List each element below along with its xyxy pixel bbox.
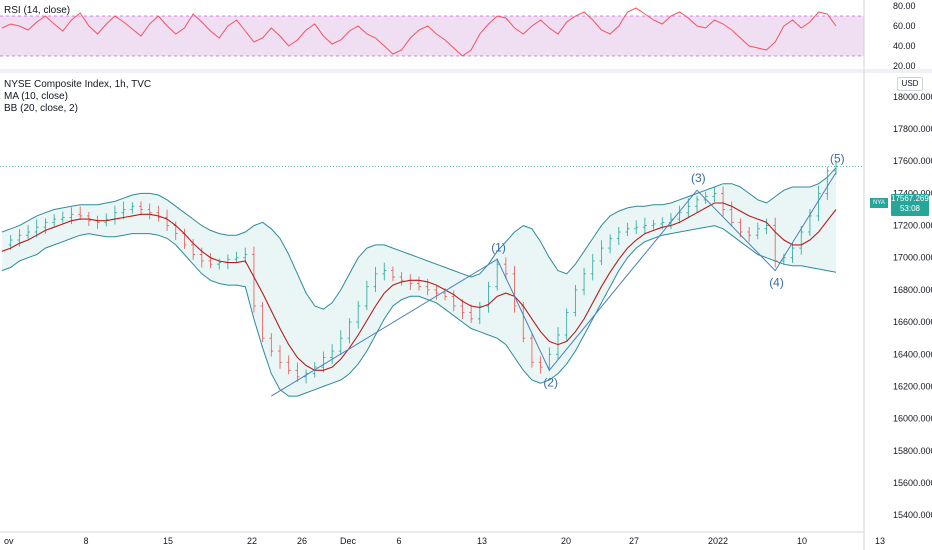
wave-label: (2) [543, 375, 558, 389]
ma-line [1, 202, 837, 371]
rsi-tick-label: 40.00 [893, 41, 916, 51]
bb-upper-line [1, 167, 837, 310]
rsi-tick-label: 20.00 [893, 61, 916, 71]
price-tick-label: 16200.0000 [893, 381, 932, 391]
price-tick-label: 15400.0000 [893, 510, 932, 520]
time-tick-label: 13 [477, 536, 487, 546]
rsi-tick-label: 60.00 [893, 21, 916, 31]
price-tick-label: 17200.0000 [893, 221, 932, 231]
price-tick-label: 17800.0000 [893, 124, 932, 134]
price-tick-label: 18000.0000 [893, 92, 932, 102]
price-tick-label: 16600.0000 [893, 317, 932, 327]
bb-label: BB (20, close, 2) [4, 103, 78, 114]
chart-title: NYSE Composite Index, 1h, TVC [4, 79, 152, 90]
time-tick-label: 22 [247, 536, 257, 546]
time-tick-label: 13 [875, 536, 885, 546]
price-tick-label: 16000.0000 [893, 414, 932, 424]
time-tick-label: 8 [83, 536, 88, 546]
time-tick-label: 2022 [708, 536, 728, 546]
rsi-line [1, 7, 837, 57]
rsi-tick-label: 80.00 [893, 1, 916, 11]
wave-label: (5) [830, 151, 845, 165]
price-tick-label: 17600.0000 [893, 156, 932, 166]
time-tick-label: 15 [163, 536, 173, 546]
time-tick-label: 26 [297, 536, 307, 546]
price-tick-label: 16800.0000 [893, 285, 932, 295]
time-tick-label: 20 [561, 536, 571, 546]
price-tick-label: 15600.0000 [893, 478, 932, 488]
price-tick-label: 17000.0000 [893, 253, 932, 263]
wave-label: (4) [769, 276, 784, 290]
rsi-label: RSI (14, close) [4, 5, 71, 16]
wave-label: (1) [491, 240, 506, 254]
last-price-tag: 17567.2692 53:08 [891, 194, 932, 216]
currency-button[interactable]: USD [897, 77, 923, 91]
wave-label: (3) [691, 171, 706, 185]
price-tick-label: 16400.0000 [893, 349, 932, 359]
time-tick-label: 10 [797, 536, 807, 546]
time-tick-label: ov [4, 536, 14, 546]
elliott-wave-line [271, 172, 837, 397]
bb-lower-line [1, 225, 837, 397]
rsi-band [0, 16, 864, 56]
price-tick-label: 15800.0000 [893, 446, 932, 456]
price-tick-label: 17400.0000 [893, 188, 932, 198]
time-tick-label: 27 [629, 536, 639, 546]
time-tick-label: Dec [340, 536, 357, 546]
time-tick-label: 6 [396, 536, 401, 546]
bar-countdown: 53:08 [899, 204, 921, 213]
symbol-tag: NYA [870, 198, 888, 208]
ma-label: MA (10, close) [4, 91, 68, 102]
last-price: 17567.2692 [891, 194, 932, 203]
